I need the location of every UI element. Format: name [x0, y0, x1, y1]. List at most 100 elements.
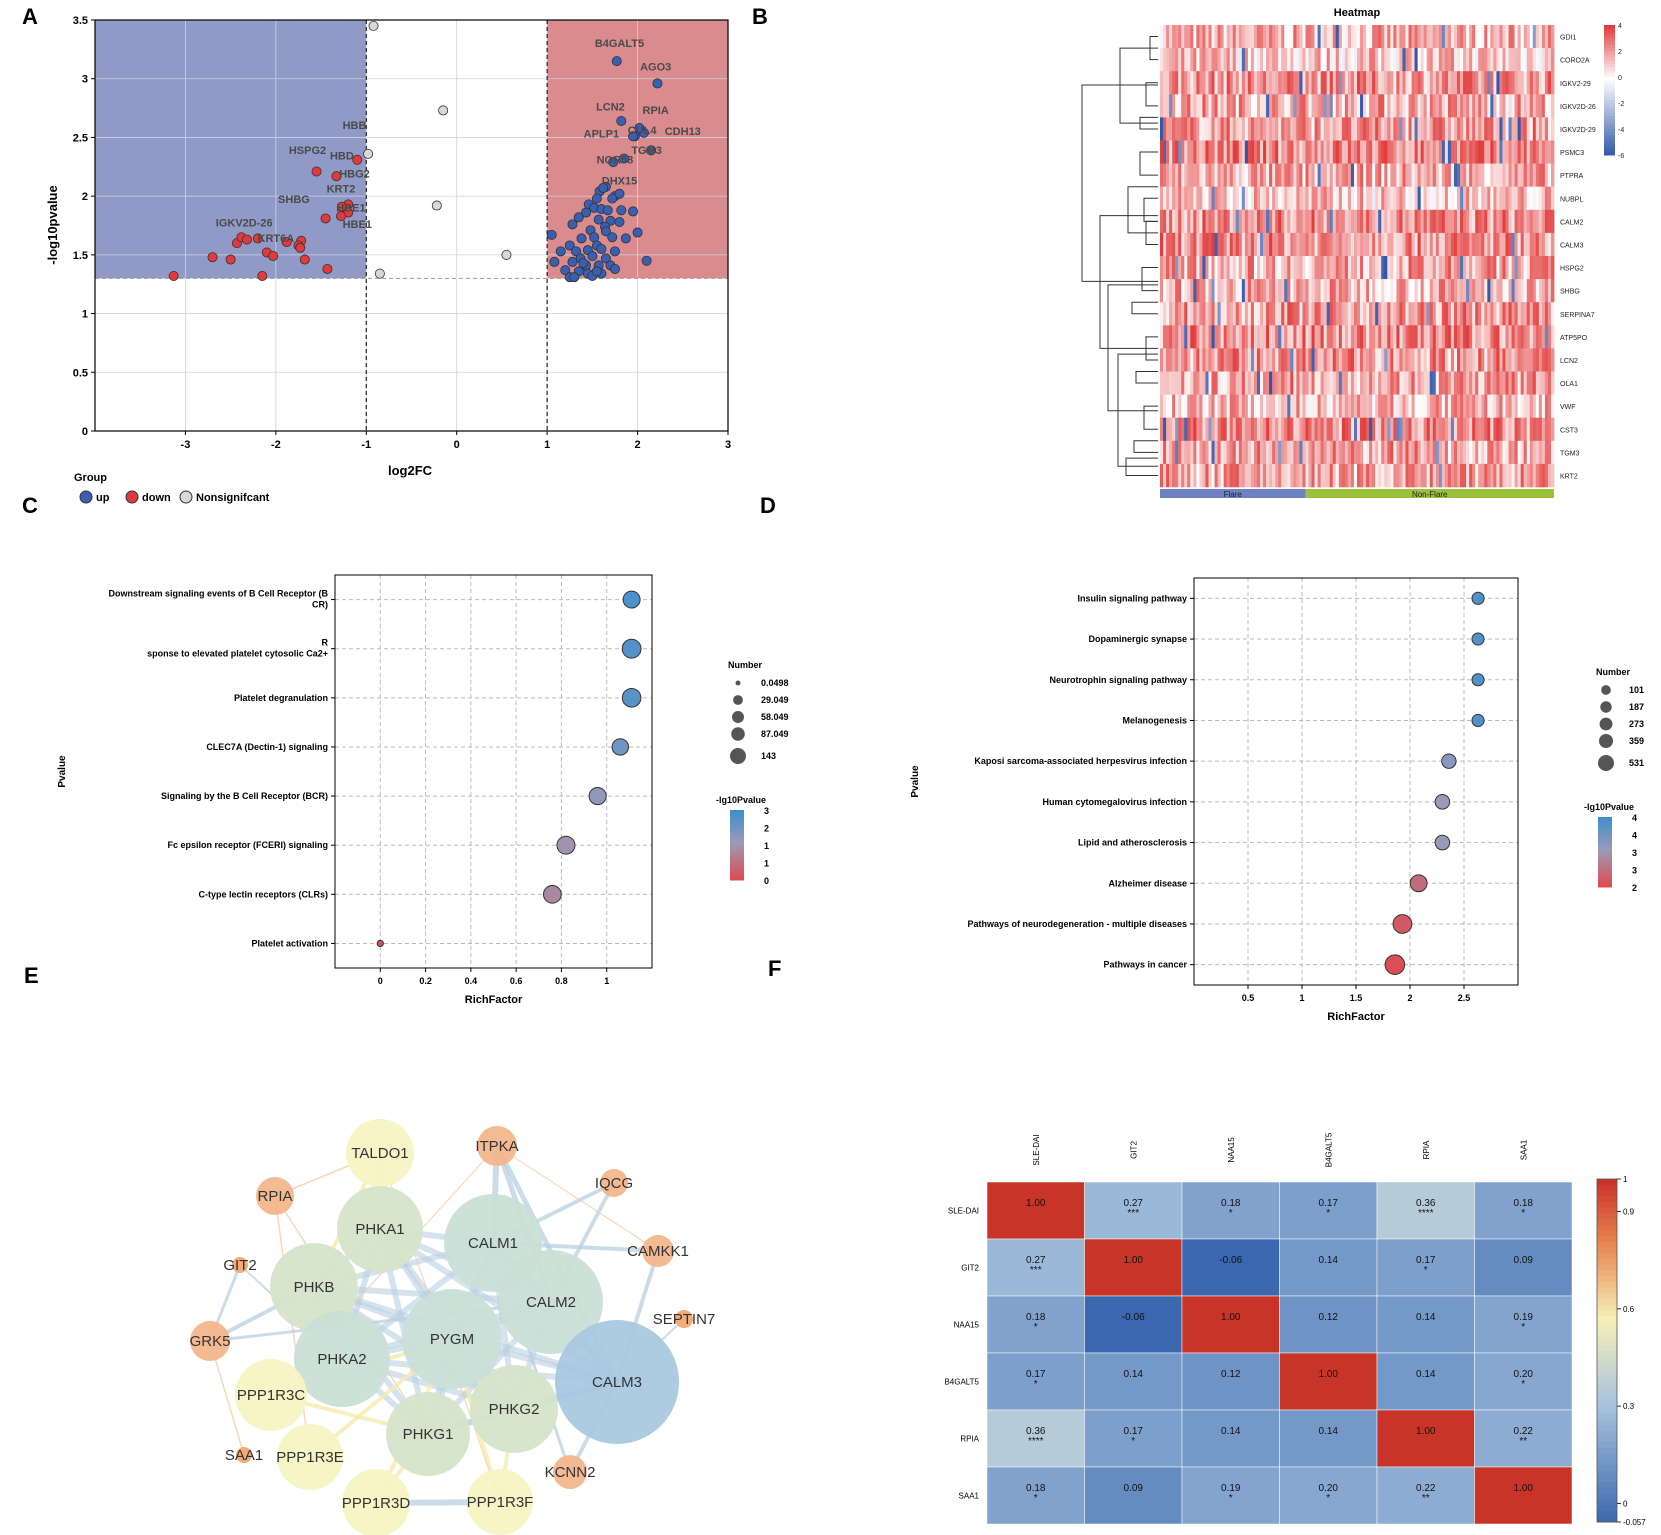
heatmap-cell [1490, 140, 1494, 164]
heatmap-cell [1366, 186, 1370, 211]
heatmap-cell [1520, 232, 1525, 257]
heatmap-cell [1347, 348, 1352, 372]
significance-stars: * [1034, 1322, 1038, 1333]
color-legend-step [730, 826, 744, 830]
heatmap-cell [1444, 256, 1449, 280]
heatmap-cell [1502, 417, 1506, 442]
color-legend-step [1598, 817, 1612, 820]
heatmap-cell [1460, 325, 1464, 349]
heatmap-cell [1314, 232, 1318, 257]
heatmap-cell [1550, 140, 1555, 164]
heatmap-cell [1163, 71, 1167, 95]
heatmap-cell [1360, 232, 1364, 257]
heatmap-cell [1344, 140, 1349, 164]
network-node-label: SEPTIN7 [653, 1311, 716, 1328]
heatmap-cell [1256, 94, 1261, 118]
correlation-value: 0.20 [1319, 1483, 1339, 1494]
size-legend-marker [1598, 733, 1614, 749]
legend-gradient-step [1604, 112, 1615, 117]
dendrogram-branch [1145, 82, 1158, 107]
heatmap-cell [1366, 279, 1370, 303]
colorbar-step [1597, 1270, 1617, 1277]
correlation-cell [1376, 1181, 1475, 1240]
heatmap-cell [1214, 94, 1218, 118]
heatmap-cell [1435, 25, 1440, 49]
heatmap-cell [1493, 140, 1497, 164]
heatmap-cell [1335, 394, 1340, 418]
heatmap-cell [1499, 117, 1503, 141]
heatmap-cell [1317, 209, 1322, 234]
heatmap-cell [1426, 463, 1431, 488]
heatmap-cell [1378, 163, 1382, 187]
heatmap-cell [1393, 94, 1397, 118]
heatmap-cell [1466, 163, 1470, 187]
heatmap-cell [1511, 94, 1515, 118]
heatmap-cell [1517, 417, 1522, 442]
heatmap-cell [1296, 140, 1300, 164]
heatmap-cell [1375, 163, 1379, 187]
heatmap-cell [1214, 186, 1218, 211]
heatmap-cell [1429, 279, 1434, 303]
color-legend-step [1598, 870, 1612, 874]
heatmap-cell [1453, 232, 1458, 257]
heatmap-cell [1196, 371, 1200, 395]
heatmap-cell [1372, 48, 1376, 72]
heatmap-cell [1438, 279, 1443, 303]
heatmap-cell [1378, 256, 1382, 280]
heatmap-cell [1338, 232, 1343, 257]
heatmap-cell [1517, 325, 1522, 349]
color-legend-step [1598, 852, 1612, 855]
heatmap-cell [1535, 348, 1540, 372]
heatmap-cell [1211, 348, 1215, 372]
heatmap-cell [1520, 71, 1525, 95]
heatmap-cell [1284, 394, 1288, 418]
heatmap-cell [1323, 348, 1328, 372]
heatmap-cell [1444, 279, 1449, 303]
group-bar-segment [1160, 489, 1306, 498]
point-up [616, 115, 627, 126]
heatmap-cell [1381, 325, 1385, 349]
heatmap-cell [1414, 348, 1419, 372]
heatmap-cell [1544, 71, 1549, 95]
size-legend-marker [731, 727, 745, 741]
heatmap-cell [1399, 186, 1403, 211]
heatmap-cell [1299, 25, 1303, 49]
heatmap-cell [1178, 186, 1182, 211]
heatmap-cell [1393, 232, 1397, 257]
category-label: C-type lectin receptors (CLRs) [198, 889, 328, 899]
heatmap-cell [1414, 48, 1419, 72]
heatmap-cell [1302, 417, 1306, 442]
heatmap-cell [1217, 25, 1222, 49]
heatmap-cell [1247, 25, 1252, 49]
heatmap-cell [1314, 186, 1318, 211]
heatmap-cell [1487, 232, 1491, 257]
heatmap-cell [1238, 417, 1243, 442]
heatmap-cell [1414, 256, 1419, 280]
heatmap-cell [1266, 25, 1270, 49]
network-node-label: PYGM [430, 1331, 474, 1348]
heatmap-cell [1432, 94, 1437, 118]
correlation-cell [1376, 1352, 1475, 1411]
heatmap-cell [1472, 209, 1476, 234]
network-node-label: TALDO1 [351, 1145, 408, 1162]
heatmap-cell [1181, 94, 1185, 118]
heatmap-cell [1326, 394, 1331, 418]
heatmap-cell [1390, 348, 1394, 372]
heatmap-cell [1256, 117, 1261, 141]
heatmap-cell [1302, 232, 1306, 257]
heatmap-cell [1457, 25, 1461, 49]
heatmap-cell [1526, 140, 1531, 164]
color-legend-step [730, 861, 744, 865]
heatmap-cell [1199, 71, 1203, 95]
heatmap-cell [1514, 25, 1519, 49]
heatmap-cell [1326, 256, 1331, 280]
heatmap-cell [1363, 417, 1367, 442]
heatmap-cell [1275, 394, 1279, 418]
heatmap-cell [1166, 232, 1170, 257]
legend-marker [79, 490, 93, 504]
heatmap-cell [1323, 256, 1328, 280]
heatmap-cell [1408, 279, 1412, 303]
bubble-point [588, 787, 607, 806]
heatmap-cell [1284, 302, 1288, 326]
heatmap-cell [1272, 440, 1276, 465]
